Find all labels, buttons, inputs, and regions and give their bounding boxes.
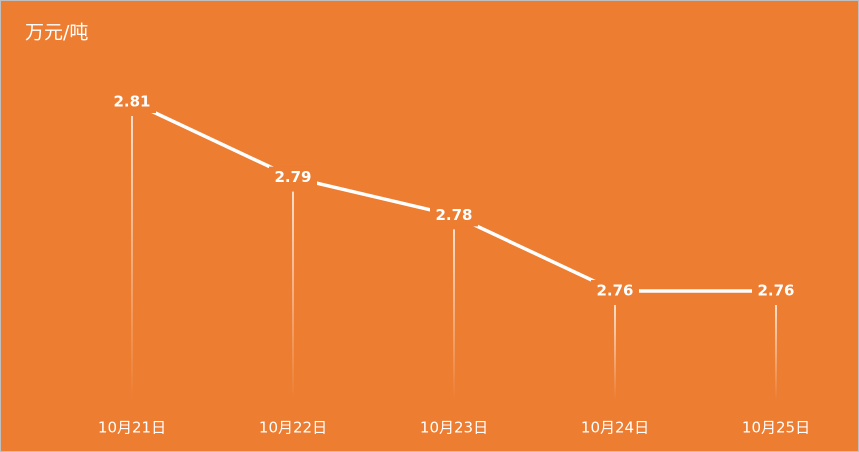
data-label: 2.78 xyxy=(435,206,472,224)
label-bg xyxy=(752,280,800,302)
x-tick-label: 10月21日 xyxy=(98,419,166,437)
data-label: 2.79 xyxy=(274,168,311,186)
x-tick-label: 10月23日 xyxy=(420,419,488,437)
data-label: 2.76 xyxy=(757,282,794,300)
label-bg xyxy=(269,166,317,189)
label-bg xyxy=(591,280,639,302)
label-bg xyxy=(430,204,478,227)
chart-title: 万元/吨 xyxy=(25,22,88,44)
data-label: 2.81 xyxy=(113,93,150,111)
label-bg xyxy=(108,91,156,113)
x-tick-label: 10月22日 xyxy=(259,419,327,437)
x-tick-label: 10月24日 xyxy=(581,419,649,437)
x-tick-label: 10月25日 xyxy=(742,419,810,437)
data-label: 2.76 xyxy=(596,282,633,300)
